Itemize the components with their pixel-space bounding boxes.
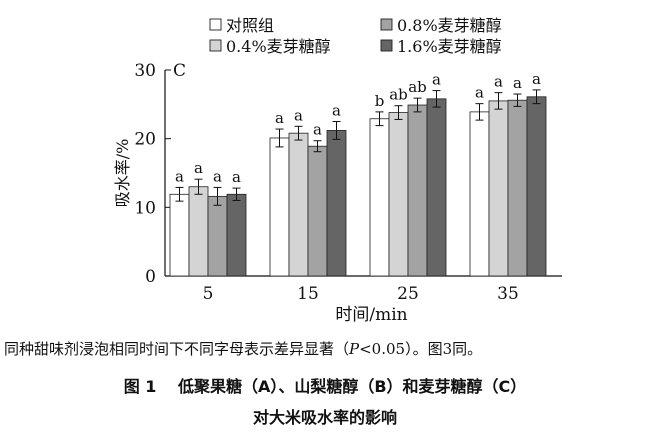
x-axis-label: 时间/min [335,305,407,325]
x-tick-label: 15 [297,284,319,304]
significance-letter: a [232,168,241,186]
panel-label: C [173,61,186,81]
bar [169,193,190,277]
y-tick-label: 30 [134,61,156,81]
bar [307,145,328,277]
legend-label: 1.6%麦芽糖醇 [397,37,502,56]
bar [288,132,309,277]
significance-letter: a [213,167,222,185]
note-p-symbol: P [349,340,360,358]
significance-letter: a [313,121,322,139]
x-tick-label: 35 [497,284,519,304]
bar [207,195,228,277]
x-tick-label: 5 [203,284,214,304]
bar [326,130,347,277]
significance-letter: a [494,73,503,91]
significance-letter: a [194,159,203,177]
x-tick-label: 25 [397,284,419,304]
bar [426,98,447,277]
legend-swatch [380,18,393,31]
legend-swatch [209,39,222,52]
significance-letter: a [275,109,284,127]
bar [369,118,390,277]
bar [507,99,528,277]
significance-letter: b [375,92,385,110]
significance-letter: ab [408,78,427,96]
note-prefix: 同种甜味剂浸泡相同时间下不同字母表示差异显著（ [4,340,350,358]
significance-letter: a [513,74,522,92]
significance-letter: a [432,71,441,89]
bar [269,137,290,277]
legend-label: 0.8%麦芽糖醇 [397,16,502,35]
figure-caption-line2: 对大米吸水率的影响 [252,408,397,427]
y-axis-label: 吸水率/% [113,139,132,208]
y-tick-label: 0 [145,267,156,287]
significance-letter: ab [389,86,408,104]
significance-note: 同种甜味剂浸泡相同时间下不同字母表示差异显著（P<0.05）。图3同。 [4,338,482,359]
bar [226,193,247,277]
figure-caption: 图 1 低聚果糖（A）、山梨糖醇（B）和麦芽糖醇（C） [123,377,527,396]
legend-swatch [209,18,222,31]
bar [407,104,428,277]
significance-letter: a [294,106,303,124]
note-suffix: <0.05）。图3同。 [359,340,483,358]
significance-letter: a [475,84,484,102]
bar [188,186,209,277]
y-tick-label: 10 [134,198,156,218]
legend-label: 0.4%麦芽糖醇 [226,37,331,56]
significance-letter: a [532,70,541,88]
bar [469,111,490,277]
bar [526,96,547,277]
y-tick-label: 20 [134,130,156,150]
significance-letter: a [175,167,184,185]
bar [488,100,509,277]
significance-letter: a [332,102,341,120]
bar [388,112,409,277]
legend-label: 对照组 [226,16,274,35]
legend-swatch [380,39,393,52]
